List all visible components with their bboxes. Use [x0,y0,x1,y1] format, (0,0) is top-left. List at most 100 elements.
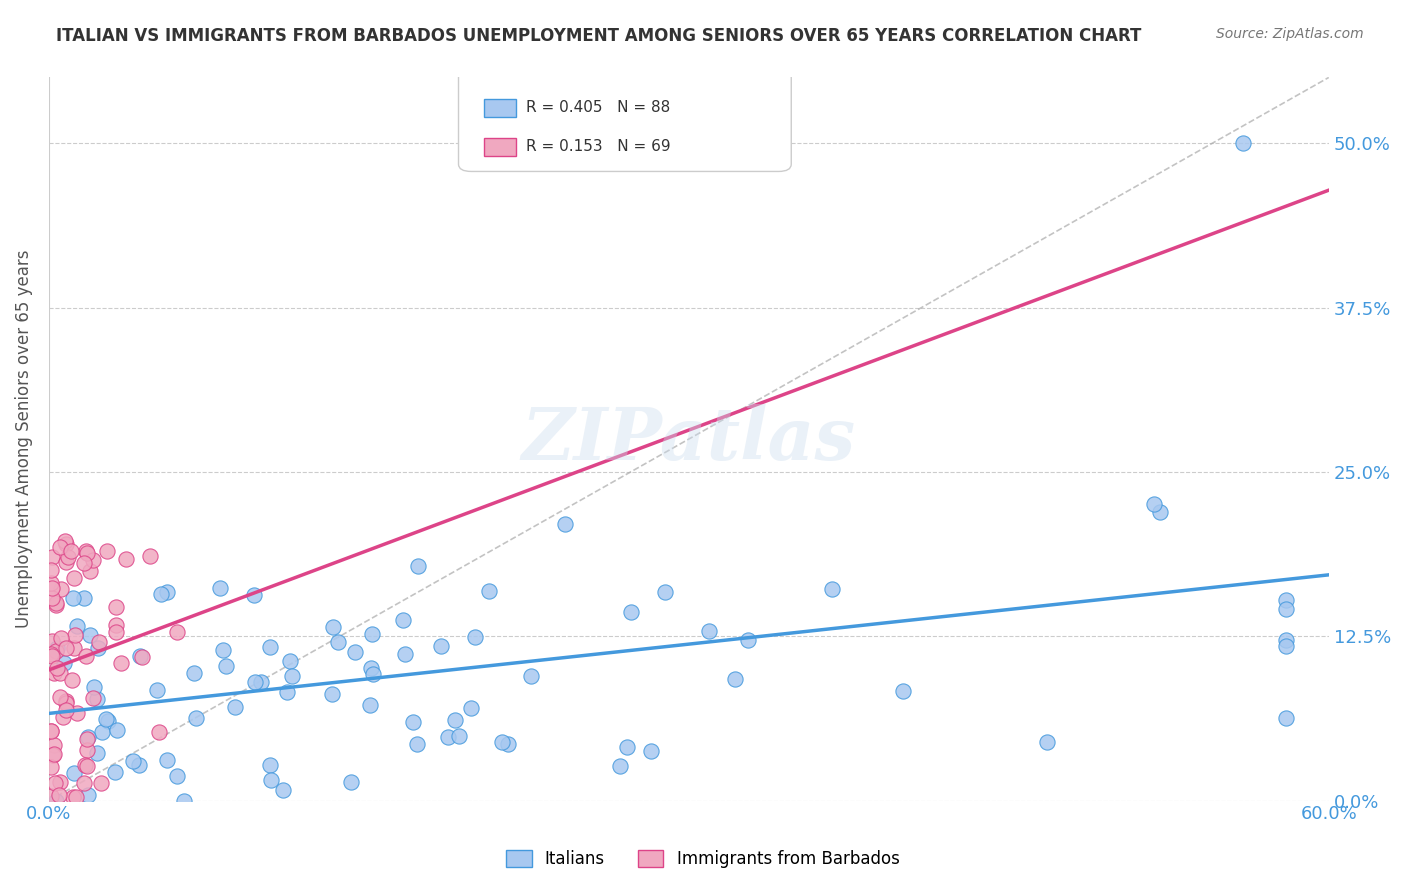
Point [59,544,82,558]
Point [76,743,98,757]
Point [243,675,266,690]
Point [724,672,747,686]
Point [41,649,63,664]
Point [79,564,101,578]
Point [75,544,97,558]
Y-axis label: Unemployment Among Seniors over 65 years: Unemployment Among Seniors over 65 years [15,250,32,628]
Point [173,794,195,808]
Point [224,699,246,714]
Text: R = 0.153   N = 69: R = 0.153 N = 69 [526,139,671,154]
Point [139,549,162,563]
Point [1035,735,1057,749]
Point [55,640,77,655]
Point [39,723,62,738]
Point [148,725,170,739]
Point [699,624,721,639]
Point [145,683,167,698]
Point [75,758,97,772]
Point [105,617,128,632]
Point [63,628,86,642]
Point [55,693,77,707]
Point [360,661,382,675]
Point [45,660,67,674]
Point [104,625,127,640]
Point [105,723,128,738]
Point [243,588,266,602]
Point [63,766,86,780]
Point [464,630,486,644]
Point [156,753,179,767]
Point [62,641,84,656]
Point [42,665,65,680]
Text: ITALIAN VS IMMIGRANTS FROM BARBADOS UNEMPLOYMENT AMONG SENIORS OVER 65 YEARS COR: ITALIAN VS IMMIGRANTS FROM BARBADOS UNEM… [56,27,1142,45]
Point [340,775,363,789]
Point [41,591,63,605]
Point [53,656,76,670]
Point [82,553,104,567]
Point [326,635,349,649]
Point [496,737,519,751]
Point [97,714,120,728]
Point [259,758,281,772]
Point [42,739,65,753]
Point [131,649,153,664]
Point [281,669,304,683]
Point [208,581,231,595]
Point [128,757,150,772]
Point [105,600,128,615]
Point [640,744,662,758]
Point [42,747,65,762]
Point [478,583,501,598]
Point [49,582,72,596]
Point [737,632,759,647]
Point [1275,592,1298,607]
Point [211,643,233,657]
Point [406,737,429,751]
Point [73,556,96,570]
Point [62,789,84,804]
Point [214,659,236,673]
Point [48,665,70,680]
Point [1275,639,1298,653]
Point [76,546,98,560]
Point [184,711,207,725]
Point [62,572,84,586]
Point [361,666,384,681]
Point [94,712,117,726]
Point [491,735,513,749]
Point [1275,633,1298,648]
Point [83,680,105,694]
Point [150,587,173,601]
Point [271,783,294,797]
Point [321,687,343,701]
Point [406,559,429,574]
Point [60,673,83,687]
Point [401,715,423,730]
Point [122,754,145,768]
Point [609,759,631,773]
Point [166,769,188,783]
Legend: Italians, Immigrants from Barbados: Italians, Immigrants from Barbados [501,843,905,875]
Point [91,725,114,739]
Point [1275,711,1298,725]
Point [166,624,188,639]
Point [45,596,67,610]
Text: R = 0.405   N = 88: R = 0.405 N = 88 [526,100,671,115]
Point [444,713,467,727]
Point [520,669,543,683]
Point [55,555,77,569]
Point [1232,136,1254,151]
Point [436,731,458,745]
Point [394,647,416,661]
Point [49,541,72,555]
Point [183,666,205,681]
Point [87,641,110,656]
Point [49,775,72,789]
Point [45,644,67,658]
Point [1143,497,1166,511]
Point [48,788,70,802]
Point [360,627,382,641]
Point [259,640,281,655]
Point [86,691,108,706]
Point [77,730,100,744]
